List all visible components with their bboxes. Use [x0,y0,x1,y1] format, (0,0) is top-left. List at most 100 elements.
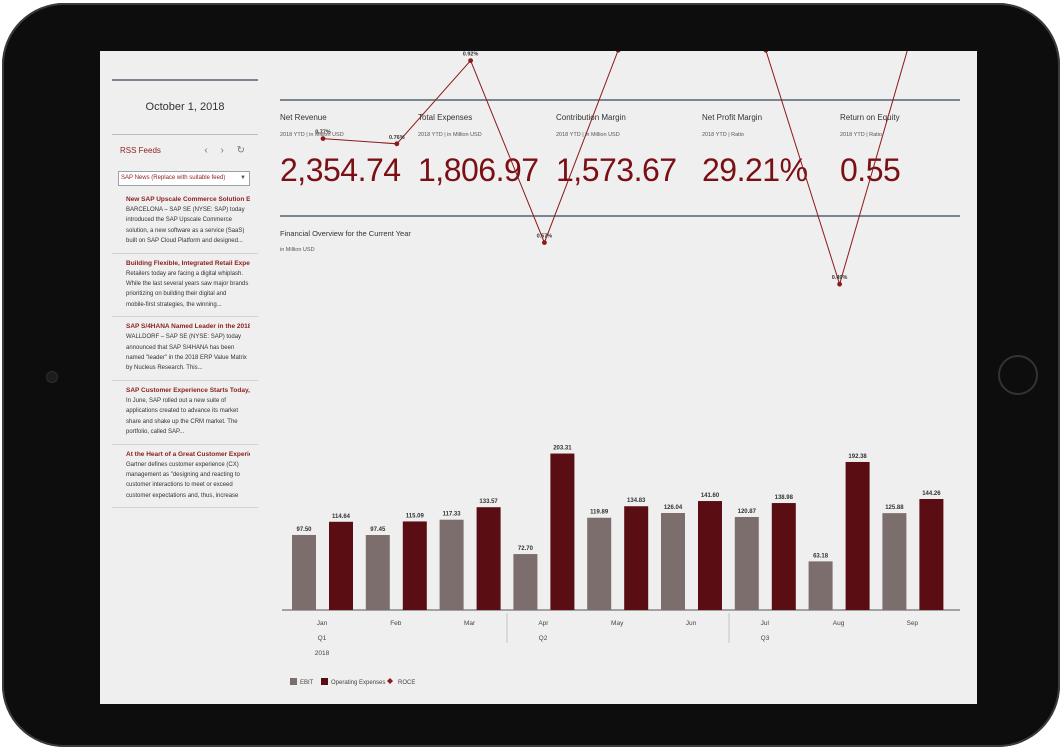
feed-item[interactable]: At the Heart of a Great Customer Experie… [112,445,258,509]
rss-feed-select[interactable]: SAP News (Replace with suitable feed) ▼ [118,171,250,186]
legend-swatch-roce [387,678,393,684]
roce-point [763,51,769,53]
date-label: October 1, 2018 [145,101,225,113]
bar-ebit [365,535,390,610]
divider [280,99,960,101]
x-tick-label: May [611,620,624,627]
data-label: 117.33 [443,512,462,518]
feed-item[interactable]: New SAP Upscale Commerce Solution Ext...… [112,192,258,254]
kpi-subtitle: 2018 YTD | in Million USD [418,132,482,138]
kpi-tile[interactable]: Net Revenue 2018 YTD | in Million USD 2,35… [280,113,401,189]
tablet-frame: October 1, 2018 RSS Feeds ‹ › ↻ SAP News… [2,3,1060,747]
data-label: 120.87 [738,509,757,515]
roce-label: 0.92% [463,52,479,58]
roce-label: 0.49% [832,275,848,281]
divider [280,215,960,217]
feed-body: Retailers today are facing a digital whi… [126,270,249,308]
kpi-subtitle: 2018 YTD | Ratio [702,132,744,138]
roce-label: 0.57% [537,234,553,240]
kpi-value: 29.21% [702,152,808,188]
x-tick-label: Aug [833,620,845,627]
quarter-label: Q3 [761,635,770,642]
legend-swatch-ebit [290,678,297,685]
legend-label: ROCE [398,680,415,686]
financial-overview-chart: 97.50 114.64 Jan 97.45 115.09 Feb 117.33 133.57… [282,51,960,686]
divider [112,134,258,135]
bar-operating-expenses [845,461,870,610]
bar-operating-expenses [771,503,796,610]
feed-list: New SAP Upscale Commerce Solution Ext...… [112,192,258,509]
main-content: Net Revenue 2018 YTD | in Million USD 2,35… [280,99,960,253]
legend-label: EBIT [300,680,314,686]
roce-line [322,51,908,286]
home-button[interactable] [998,355,1038,395]
bar-ebit [882,513,907,610]
x-tick-label: Jul [761,620,770,627]
feed-title[interactable]: New SAP Upscale Commerce Solution Ext... [126,196,250,203]
feed-title[interactable]: Building Flexible, Integrated Retail Exp… [126,259,250,267]
kpi-name: Net Revenue [280,113,327,122]
feed-item[interactable]: Building Flexible, Integrated Retail Exp… [112,254,258,318]
feed-body: BARCELONA – SAP SE (NYSE: SAP) today intr… [126,207,245,245]
bar-ebit [808,561,833,610]
kpi-tile[interactable]: Net Profit Margin 2018 YTD | Ratio 29.21% [702,113,808,189]
data-label: 203.31 [553,446,572,452]
data-label: 115.09 [406,513,425,519]
rss-title: RSS Feeds [120,146,161,155]
data-label: 119.89 [590,510,609,516]
rss-nav-icons[interactable]: ‹ › ↻ [204,145,250,156]
kpi-subtitle: 2018 YTD | in Million USD [556,132,620,138]
legend-swatch-opex [321,678,328,685]
feed-title[interactable]: SAP Customer Experience Starts Today, H.… [126,386,250,394]
data-label: 133.57 [479,499,498,505]
sidebar: October 1, 2018 RSS Feeds ‹ › ↻ SAP News… [112,79,258,679]
kpi-tile[interactable]: Total Expenses 2018 YTD | in Million USD 1… [418,113,539,189]
x-tick-label: Jan [317,620,328,627]
chart-title: Financial Overview for the Current Year [280,229,411,238]
bar-ebit [661,513,685,610]
kpi-tile[interactable]: Return on Equity 2018 YTD | Ratio 0.55 [840,113,901,189]
data-label: 63.18 [813,553,829,559]
bar-ebit [513,554,538,610]
chart-subtitle: in Million USD [280,247,315,253]
feed-title[interactable]: At the Heart of a Great Customer Experie… [126,450,250,458]
feed-item[interactable]: SAP Customer Experience Starts Today, H.… [112,381,258,445]
data-label: 138.98 [775,495,794,501]
roce-label: 0.76% [389,135,405,141]
roce-label: 0.77% [315,130,331,136]
chevron-down-icon[interactable]: ▼ [240,175,246,181]
roce-point [394,141,400,147]
data-label: 97.45 [370,527,386,533]
bar-operating-expenses [698,501,722,610]
rss-header: RSS Feeds ‹ › ↻ [112,135,258,156]
data-label: 134.83 [627,498,646,504]
year-label: 2018 [315,650,330,657]
bar-operating-expenses [919,498,944,610]
kpi-subtitle: 2018 YTD | Ratio [840,132,882,138]
data-label: 192.38 [848,454,867,460]
bar-operating-expenses [624,506,649,610]
kpi-value: 1,573.67 [556,152,677,188]
x-tick-label: Jun [686,620,697,627]
feed-item[interactable]: SAP S/4HANA Named Leader in the 2018 ...… [112,317,258,381]
feed-body: In June, SAP rolled out a new suite of ap… [126,397,239,436]
kpi-name: Return on Equity [840,113,900,122]
bar-operating-expenses [476,507,501,610]
kpi-name: Contribution Margin [556,113,626,122]
rss-select-value: SAP News (Replace with suitable feed) [121,175,226,181]
kpi-subtitle: 2018 YTD | in Million USD [280,132,344,138]
x-tick-label: Apr [538,620,549,627]
kpi-value: 0.55 [840,152,901,188]
kpi-name: Total Expenses [418,113,473,122]
data-label: 144.26 [922,491,941,497]
roce-point [468,58,473,63]
feed-body: Gartner defines customer experience (CX)… [126,461,240,499]
bar-ebit [587,517,612,610]
quarter-label: Q2 [539,635,548,642]
kpi-value: 2,354.74 [280,152,401,188]
data-label: 141.60 [701,493,720,499]
kpi-tile[interactable]: Contribution Margin 2018 YTD | in Million… [556,113,677,189]
feed-title[interactable]: SAP S/4HANA Named Leader in the 2018 ... [126,323,250,331]
data-label: 72.70 [518,546,534,552]
roce-point [837,281,842,287]
